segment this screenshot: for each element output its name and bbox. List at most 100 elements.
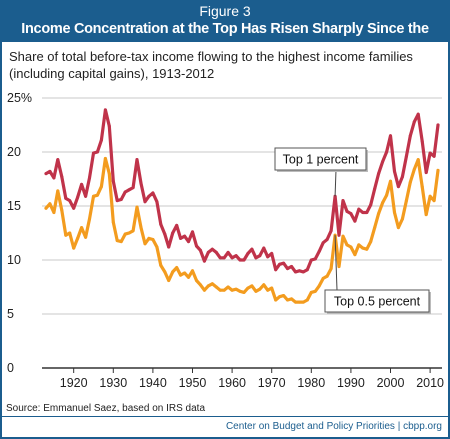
data-point-top-0-5-percent-1939 bbox=[147, 236, 151, 240]
data-point-top-1-percent-1931 bbox=[115, 199, 119, 203]
data-point-top-1-percent-1994 bbox=[365, 211, 369, 214]
data-point-top-1-percent-1913 bbox=[44, 172, 48, 176]
data-point-top-0-5-percent-1971 bbox=[274, 298, 278, 302]
data-point-top-1-percent-1977 bbox=[297, 269, 301, 273]
data-point-top-0-5-percent-1950 bbox=[191, 269, 194, 273]
callout-label-top-0-5-percent: Top 0.5 percent bbox=[334, 295, 421, 309]
data-point-top-0-5-percent-1977 bbox=[297, 300, 301, 304]
data-point-top-0-5-percent-1952 bbox=[198, 283, 202, 287]
data-point-top-0-5-percent-1998 bbox=[381, 201, 385, 205]
data-point-top-0-5-percent-1933 bbox=[123, 232, 127, 236]
data-point-top-1-percent-2010 bbox=[428, 151, 432, 155]
data-point-top-1-percent-2003 bbox=[400, 175, 404, 179]
data-point-top-0-5-percent-1990 bbox=[349, 245, 353, 249]
data-point-top-0-5-percent-1920 bbox=[72, 246, 76, 250]
data-point-top-1-percent-1975 bbox=[290, 265, 293, 268]
data-point-top-0-5-percent-1917 bbox=[60, 208, 64, 212]
data-point-top-0-5-percent-1991 bbox=[353, 253, 357, 257]
y-tick-label-0: 0 bbox=[7, 361, 14, 375]
subtitle-line-2: (including capital gains), 1913-2012 bbox=[9, 66, 215, 81]
x-tick-label-1940: 1940 bbox=[139, 376, 167, 390]
data-point-top-1-percent-1973 bbox=[282, 261, 286, 265]
data-point-top-1-percent-1924 bbox=[88, 176, 91, 180]
data-point-top-1-percent-1989 bbox=[345, 209, 349, 213]
data-point-top-0-5-percent-1914 bbox=[48, 202, 52, 206]
data-point-top-1-percent-1953 bbox=[202, 259, 206, 263]
data-point-top-1-percent-1995 bbox=[369, 203, 373, 207]
data-point-top-0-5-percent-1947 bbox=[179, 273, 183, 277]
data-point-top-0-5-percent-1995 bbox=[369, 240, 373, 244]
data-point-top-0-5-percent-1955 bbox=[210, 282, 214, 286]
data-point-top-1-percent-2005 bbox=[408, 134, 412, 138]
x-tick-label-1980: 1980 bbox=[297, 376, 325, 390]
data-point-top-0-5-percent-2007 bbox=[416, 158, 420, 162]
data-point-top-1-percent-1917 bbox=[60, 175, 64, 179]
data-point-top-1-percent-1993 bbox=[361, 211, 365, 214]
data-point-top-1-percent-2009 bbox=[424, 171, 428, 174]
chart-subtitle: Share of total before-tax income flowing… bbox=[9, 48, 429, 82]
data-point-top-1-percent-1948 bbox=[183, 234, 187, 238]
data-point-top-1-percent-1933 bbox=[123, 190, 127, 194]
data-point-top-1-percent-1923 bbox=[84, 194, 88, 198]
data-point-top-1-percent-1945 bbox=[171, 231, 175, 235]
y-tick-label-20: 20 bbox=[7, 145, 21, 159]
figure-label: Figure 3 bbox=[199, 3, 251, 19]
data-point-top-1-percent-1966 bbox=[254, 256, 258, 260]
y-tick-label-5: 5 bbox=[7, 307, 14, 321]
data-point-top-0-5-percent-1985 bbox=[329, 267, 333, 271]
data-point-top-0-5-percent-1922 bbox=[80, 226, 84, 230]
data-point-top-0-5-percent-1953 bbox=[202, 288, 206, 292]
data-point-top-1-percent-1947 bbox=[179, 236, 183, 240]
data-point-top-0-5-percent-2011 bbox=[432, 199, 436, 203]
data-point-top-0-5-percent-2004 bbox=[404, 199, 408, 203]
data-point-top-1-percent-1961 bbox=[234, 254, 238, 258]
data-point-top-0-5-percent-1992 bbox=[357, 243, 361, 247]
source-note: Source: Emmanuel Saez, based on IRS data bbox=[6, 403, 206, 414]
y-tick-label-10: 10 bbox=[7, 253, 21, 267]
data-point-top-0-5-percent-1965 bbox=[250, 284, 254, 288]
data-point-top-0-5-percent-1945 bbox=[171, 270, 175, 274]
x-tick-label-1960: 1960 bbox=[218, 376, 246, 390]
data-point-top-0-5-percent-1918 bbox=[64, 233, 68, 237]
data-point-top-0-5-percent-1997 bbox=[377, 212, 381, 216]
callout-box-top-0-5-percent bbox=[324, 289, 430, 313]
data-point-top-0-5-percent-1944 bbox=[167, 279, 171, 282]
data-point-top-1-percent-1919 bbox=[68, 199, 72, 203]
data-point-top-0-5-percent-2006 bbox=[412, 167, 416, 171]
figure-header: Figure 3 Income Concentration at the Top… bbox=[2, 2, 448, 56]
data-point-top-1-percent-1946 bbox=[175, 223, 179, 227]
data-point-top-0-5-percent-2002 bbox=[396, 226, 400, 230]
data-point-top-0-5-percent-1960 bbox=[230, 288, 234, 292]
data-point-top-1-percent-1952 bbox=[198, 248, 202, 252]
data-point-top-1-percent-1956 bbox=[214, 250, 218, 254]
data-point-top-1-percent-2006 bbox=[412, 120, 416, 124]
y-tick-label-15: 15 bbox=[7, 199, 21, 213]
data-point-top-0-5-percent-1996 bbox=[373, 226, 377, 230]
data-point-top-0-5-percent-1974 bbox=[286, 298, 289, 302]
data-point-top-1-percent-1930 bbox=[111, 179, 115, 183]
data-point-top-1-percent-1999 bbox=[385, 150, 389, 154]
data-point-top-0-5-percent-1967 bbox=[258, 287, 262, 291]
data-point-top-0-5-percent-1913 bbox=[44, 206, 48, 210]
data-point-top-0-5-percent-2000 bbox=[389, 179, 392, 183]
data-point-top-0-5-percent-1961 bbox=[234, 287, 238, 291]
data-point-top-0-5-percent-1989 bbox=[345, 243, 349, 247]
data-point-top-1-percent-1972 bbox=[278, 262, 282, 266]
callout-label-top-1-percent: Top 1 percent bbox=[283, 153, 359, 167]
data-point-top-0-5-percent-1942 bbox=[159, 263, 163, 267]
x-tick-label-1930: 1930 bbox=[99, 376, 127, 390]
data-point-top-1-percent-1936 bbox=[135, 158, 139, 162]
data-point-top-0-5-percent-1988 bbox=[341, 234, 345, 238]
data-point-top-0-5-percent-1987 bbox=[337, 265, 341, 268]
data-point-top-0-5-percent-2010 bbox=[428, 194, 432, 198]
data-point-top-0-5-percent-1916 bbox=[56, 189, 60, 193]
data-point-top-1-percent-1987 bbox=[337, 233, 341, 237]
data-point-top-1-percent-2004 bbox=[404, 154, 408, 158]
data-point-top-0-5-percent-1969 bbox=[266, 288, 270, 292]
data-point-top-0-5-percent-1919 bbox=[68, 231, 72, 235]
data-point-top-1-percent-1916 bbox=[56, 158, 60, 162]
data-point-top-1-percent-1949 bbox=[187, 240, 190, 244]
data-point-top-1-percent-1959 bbox=[226, 250, 230, 254]
data-point-top-0-5-percent-1923 bbox=[84, 235, 88, 239]
footer-divider bbox=[2, 416, 448, 417]
